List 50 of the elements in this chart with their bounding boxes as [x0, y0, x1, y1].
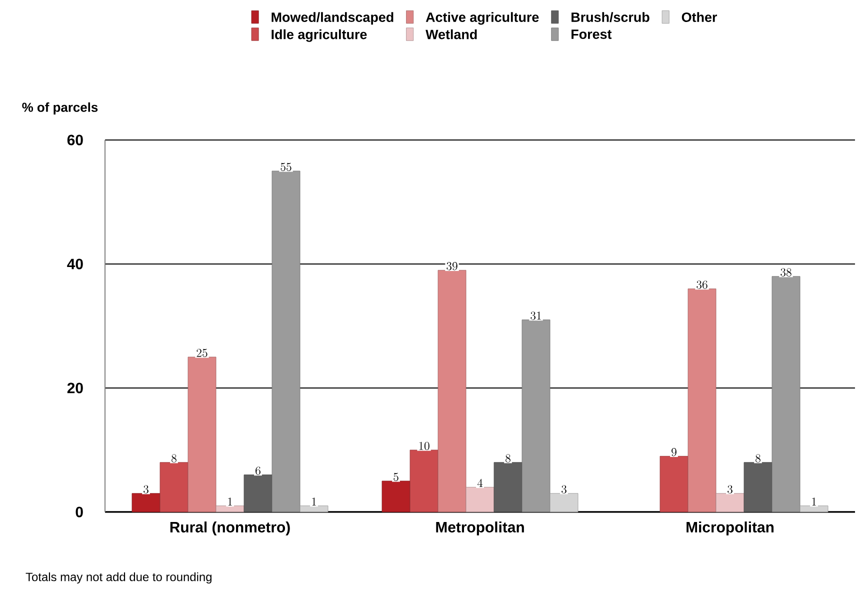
bar	[382, 480, 410, 512]
data-label: 3	[562, 485, 566, 494]
x-tick-label: Rural (nonmetro)	[170, 522, 290, 536]
x-tick-label: Micropolitan	[686, 522, 774, 536]
bar	[132, 493, 160, 512]
data-label: 1	[812, 498, 816, 506]
bar	[688, 288, 716, 512]
y-axis-title: % of parcels	[22, 102, 98, 114]
bar	[188, 356, 216, 512]
x-tick-label: Metropolitan	[436, 522, 524, 536]
bar	[160, 462, 188, 512]
legend-label: Mowed/landscaped	[272, 12, 394, 25]
bar	[466, 486, 494, 512]
data-label: 39	[446, 262, 458, 270]
data-label: 8	[756, 454, 760, 462]
legend-label: Wetland	[426, 29, 477, 40]
y-tick-label: 40	[67, 258, 83, 270]
bar	[660, 456, 688, 512]
bar	[438, 270, 466, 512]
bar	[244, 474, 272, 512]
data-label: 1	[312, 498, 316, 506]
data-label: 3	[144, 485, 148, 494]
data-label: 25	[196, 348, 208, 358]
bar	[716, 493, 744, 512]
text: Totals may not add due to rounding	[26, 572, 212, 584]
legend-label: Brush/scrub	[572, 12, 650, 22]
data-label: 4	[477, 478, 483, 487]
y-tick-label: 60	[67, 134, 83, 146]
bar	[410, 450, 438, 512]
bar	[494, 462, 522, 512]
data-label: 36	[696, 280, 708, 289]
legend-label: Forest	[572, 30, 612, 39]
bar	[744, 462, 772, 512]
data-label: 38	[780, 268, 792, 276]
data-label: 31	[530, 312, 541, 320]
data-label: 8	[172, 454, 176, 462]
data-label: 8	[506, 454, 510, 462]
data-label: 55	[280, 162, 292, 172]
y-tick-label: 20	[67, 382, 83, 394]
legend-label: Other	[682, 12, 718, 22]
data-label: 5	[394, 472, 398, 482]
data-label: 1	[228, 498, 232, 506]
y-tick-label: 0	[76, 506, 83, 518]
bar	[216, 506, 244, 512]
legend-label: Active agriculture	[426, 12, 539, 25]
data-label: 10	[419, 442, 430, 450]
data-label: 6	[256, 466, 260, 475]
legend-label: Idle agriculture	[272, 29, 367, 42]
data-label: 3	[728, 485, 732, 494]
data-label: 9	[672, 448, 676, 456]
